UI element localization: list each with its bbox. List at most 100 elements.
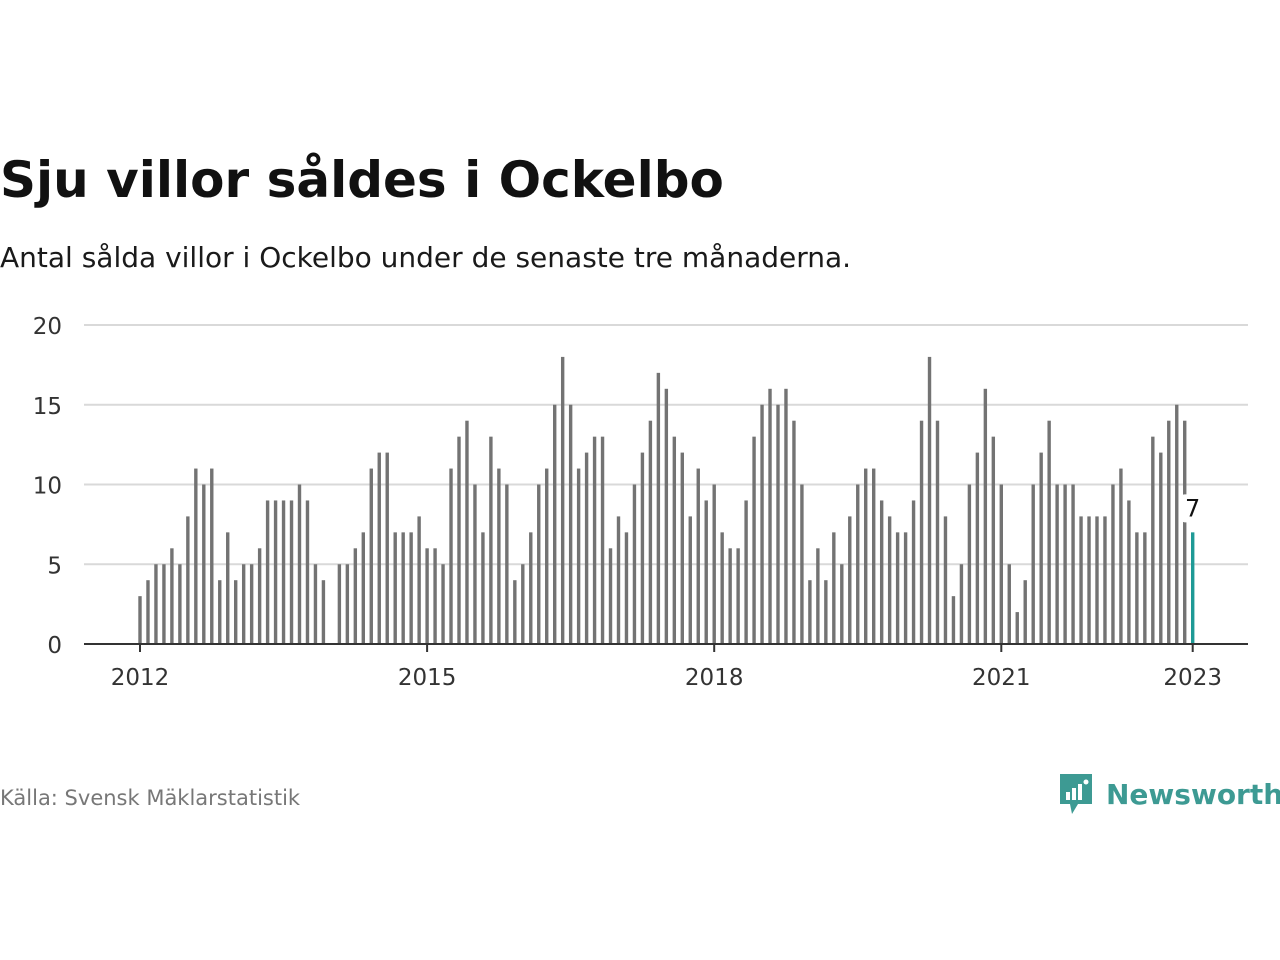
bar <box>194 468 198 644</box>
x-tick-label: 2018 <box>685 665 744 691</box>
bar <box>1063 484 1067 644</box>
bar <box>1079 516 1083 644</box>
bar <box>560 356 565 644</box>
bar <box>991 436 996 644</box>
bar <box>1087 516 1091 644</box>
bar <box>792 420 796 644</box>
value-label-background <box>1180 494 1205 523</box>
bar <box>784 388 788 644</box>
bar <box>704 500 708 644</box>
bar <box>760 404 764 644</box>
bar <box>218 580 222 644</box>
x-tick-label: 2015 <box>398 665 457 691</box>
bar <box>848 516 852 644</box>
bar <box>959 564 964 644</box>
bar <box>401 532 405 644</box>
value-label: 7 <box>1185 494 1200 522</box>
bar-chart: 0 5 10 15 20 2012 2015 2018 2021 2023 7 <box>33 314 1248 691</box>
bar <box>505 484 509 644</box>
bar <box>385 452 389 644</box>
bar <box>864 468 868 644</box>
bar <box>281 500 286 644</box>
bar <box>895 532 900 644</box>
bar <box>226 532 230 644</box>
bar <box>1023 580 1027 644</box>
bar <box>234 580 238 644</box>
bar <box>1159 452 1163 644</box>
bar <box>680 452 684 644</box>
bar <box>999 484 1003 644</box>
bar <box>529 532 533 644</box>
bar <box>162 564 166 644</box>
bar <box>768 388 772 644</box>
bar <box>608 548 613 644</box>
x-tick-label: 2023 <box>1163 665 1222 691</box>
bar <box>800 484 804 644</box>
bar <box>672 436 677 644</box>
bar <box>1031 484 1035 644</box>
bar <box>584 452 589 644</box>
bar <box>257 548 262 644</box>
bar <box>808 580 812 644</box>
bar <box>178 564 182 644</box>
bar <box>911 500 916 644</box>
bar <box>824 580 828 644</box>
bar <box>297 484 302 644</box>
bar <box>417 516 421 644</box>
bar <box>736 548 740 644</box>
bar <box>377 452 381 644</box>
bar <box>927 356 932 644</box>
bar <box>321 580 326 644</box>
bar <box>744 500 748 644</box>
bar <box>497 468 501 644</box>
bar <box>481 532 485 644</box>
bar <box>473 484 477 644</box>
bar <box>832 532 836 644</box>
bar <box>656 372 661 644</box>
bar <box>521 564 525 644</box>
bar <box>433 548 437 644</box>
bar <box>624 532 629 644</box>
bar <box>1007 564 1011 644</box>
bar <box>648 420 653 644</box>
bar <box>664 388 669 644</box>
bar <box>425 548 429 644</box>
bar <box>154 564 158 644</box>
bar <box>265 500 270 644</box>
bar <box>146 580 150 644</box>
bar <box>816 548 820 644</box>
bar <box>1151 436 1155 644</box>
bar <box>903 532 908 644</box>
bar <box>879 500 884 644</box>
bar <box>752 436 756 644</box>
bar <box>568 404 573 644</box>
y-tick-label: 5 <box>47 553 62 579</box>
value-labels: 7 <box>1180 494 1205 523</box>
bar <box>1135 532 1139 644</box>
bar <box>776 404 780 644</box>
bar <box>728 548 732 644</box>
bar <box>600 436 605 644</box>
bar <box>951 596 956 644</box>
bar <box>457 436 461 644</box>
bar <box>1175 404 1179 644</box>
bar <box>170 548 174 644</box>
source-note: Källa: Svensk Mäklarstatistik <box>0 786 301 810</box>
bar <box>1167 420 1171 644</box>
bar <box>553 404 557 644</box>
brand-name: Newsworthy <box>1106 777 1280 811</box>
bar <box>967 484 972 644</box>
bar <box>1039 452 1043 644</box>
bar <box>616 516 621 644</box>
bar <box>313 564 318 644</box>
bar <box>186 516 190 644</box>
bar <box>210 468 214 644</box>
bar <box>720 532 724 644</box>
y-tick-label: 20 <box>33 314 62 340</box>
bar <box>273 500 278 644</box>
chart-title: Sju villor såldes i Ockelbo <box>0 151 724 209</box>
bar <box>361 532 365 644</box>
bar <box>856 484 860 644</box>
bar <box>1111 484 1115 644</box>
bar <box>537 484 541 644</box>
